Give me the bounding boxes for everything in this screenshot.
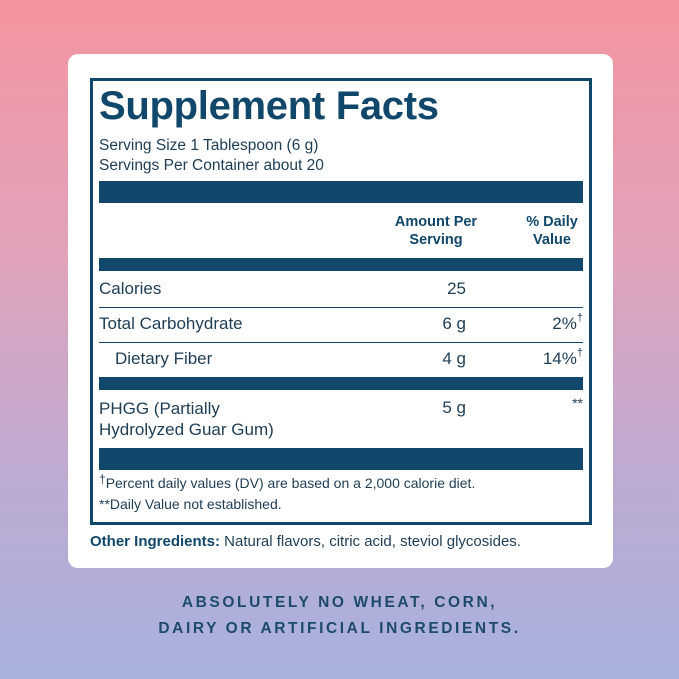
header-amount-per-serving: Amount Per Serving bbox=[394, 214, 478, 248]
supplement-facts-card: Supplement Facts Serving Size 1 Tablespo… bbox=[68, 54, 613, 568]
serving-size: Serving Size 1 Tablespoon (6 g) bbox=[99, 137, 319, 154]
nutrient-daily-value: 14%† bbox=[542, 347, 583, 368]
nutrient-name: Total Carbohydrate bbox=[99, 314, 243, 333]
nutrient-name: PHGG (Partially Hydrolyzed Guar Gum) bbox=[99, 399, 274, 439]
section-divider bbox=[99, 377, 583, 390]
supplement-facts-panel: Supplement Facts Serving Size 1 Tablespo… bbox=[90, 78, 592, 525]
header-daily-value: % Daily Value bbox=[526, 214, 578, 248]
footnote-not-established: **Daily Value not established. bbox=[99, 496, 282, 512]
tagline-line-2: DAIRY OR ARTIFICIAL INGREDIENTS. bbox=[158, 620, 521, 637]
nutrient-amount: 5 g bbox=[442, 398, 466, 417]
label-title: Supplement Facts bbox=[99, 84, 439, 128]
other-ingredients-text: Natural flavors, citric acid, steviol gl… bbox=[220, 533, 521, 550]
nutrient-daily-value: ** bbox=[572, 395, 583, 411]
row-divider bbox=[99, 307, 583, 308]
other-ingredients: Other Ingredients: Natural flavors, citr… bbox=[90, 533, 521, 550]
nutrient-amount: 6 g bbox=[442, 314, 466, 333]
row-divider bbox=[99, 342, 583, 343]
nutrient-name: Dietary Fiber bbox=[115, 349, 213, 368]
bottom-divider bbox=[99, 448, 583, 470]
other-ingredients-heading: Other Ingredients: bbox=[90, 533, 221, 550]
nutrient-amount: 25 bbox=[447, 279, 466, 298]
nutrient-name: Calories bbox=[99, 279, 162, 298]
nutrient-amount: 4 g bbox=[442, 349, 466, 368]
tagline-line-1: ABSOLUTELY NO WHEAT, CORN, bbox=[181, 594, 498, 611]
servings-per-container: Servings Per Container about 20 bbox=[99, 157, 324, 174]
thick-divider bbox=[99, 181, 583, 203]
header-divider bbox=[99, 258, 583, 271]
nutrient-daily-value: 2%† bbox=[552, 312, 583, 333]
footnote-daily-values: †Percent daily values (DV) are based on … bbox=[99, 472, 476, 491]
